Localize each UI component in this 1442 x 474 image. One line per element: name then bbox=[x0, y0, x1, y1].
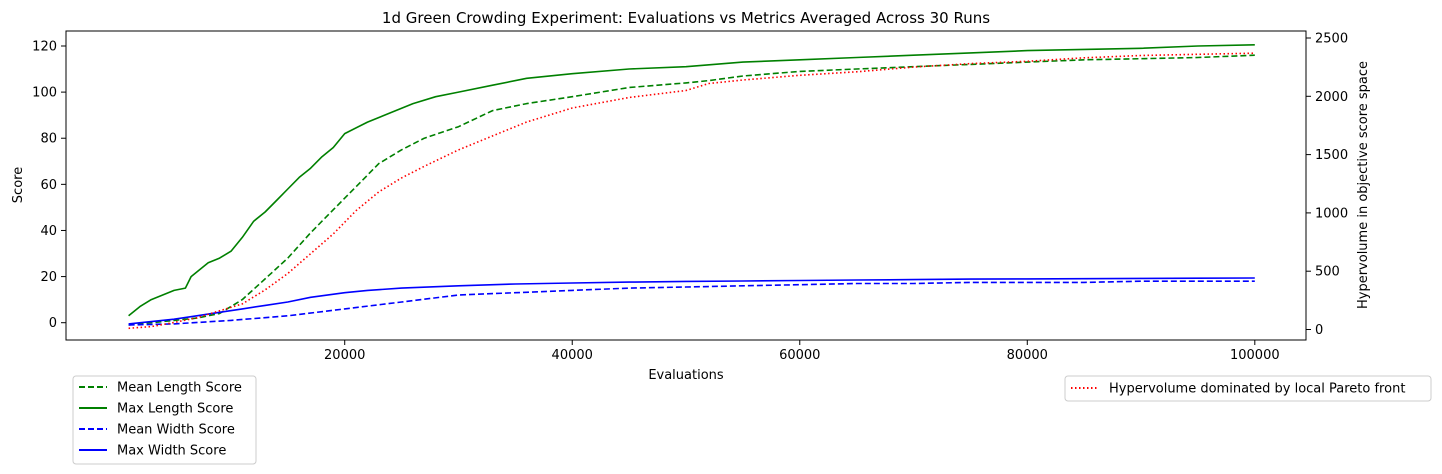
y-tick-label: 60 bbox=[40, 178, 57, 193]
y-right-axis-label: Hypervolume in objective score space bbox=[1356, 61, 1371, 309]
legend-label-hypervolume: Hypervolume dominated by local Pareto fr… bbox=[1109, 382, 1405, 397]
series-line-max-length-score bbox=[128, 44, 1255, 317]
series-line-hypervolume-dominated-by-local-pareto-front bbox=[128, 52, 1255, 330]
y-tick-label: 100 bbox=[32, 86, 57, 101]
y-right-tick-label: 2500 bbox=[1315, 31, 1348, 46]
y-right-axis-ticks: 0 500 1000 1500 2000 2500 bbox=[1306, 31, 1348, 338]
series-line-mean-length-score bbox=[128, 54, 1255, 326]
x-tick-label: 60000 bbox=[779, 348, 820, 363]
chart-title: 1d Green Crowding Experiment: Evaluation… bbox=[382, 9, 990, 27]
series-line-max-width-score bbox=[128, 277, 1255, 325]
series-line-mean-width-score bbox=[128, 280, 1255, 326]
plot-area bbox=[65, 30, 1307, 341]
y-tick-label: 40 bbox=[40, 224, 57, 239]
y-tick-label: 120 bbox=[32, 39, 57, 54]
y-tick-label: 80 bbox=[40, 132, 57, 147]
y-axis-ticks: 0 20 40 60 80 100 120 bbox=[32, 39, 66, 331]
y-right-tick-label: 1500 bbox=[1315, 148, 1348, 163]
legend-label-mean-length: Mean Length Score bbox=[117, 381, 242, 396]
x-axis-label: Evaluations bbox=[648, 368, 724, 383]
y-right-tick-label: 2000 bbox=[1315, 90, 1348, 105]
legend-right-frame bbox=[1064, 375, 1432, 402]
x-tick-label: 100000 bbox=[1230, 348, 1280, 363]
legend-left: Mean Length Score Max Length Score Mean … bbox=[72, 375, 257, 465]
x-axis-ticks: 20000 40000 60000 80000 100000 bbox=[324, 340, 1280, 363]
legend-label-max-width: Max Width Score bbox=[117, 444, 226, 459]
legend-label-mean-width: Mean Width Score bbox=[117, 423, 235, 438]
y-right-tick-label: 0 bbox=[1315, 323, 1323, 338]
y-right-tick-label: 500 bbox=[1315, 265, 1340, 280]
legend-label-max-length: Max Length Score bbox=[117, 402, 233, 417]
legend-right: Hypervolume dominated by local Pareto fr… bbox=[1064, 375, 1432, 402]
x-tick-label: 40000 bbox=[552, 348, 593, 363]
y-tick-label: 0 bbox=[49, 316, 57, 331]
y-right-tick-label: 1000 bbox=[1315, 206, 1348, 221]
y-axis-label: Score bbox=[11, 167, 26, 203]
legend-left-frame bbox=[72, 375, 257, 465]
x-tick-label: 80000 bbox=[1007, 348, 1048, 363]
y-tick-label: 20 bbox=[40, 270, 57, 285]
series-layer bbox=[128, 44, 1255, 330]
x-tick-label: 20000 bbox=[324, 348, 365, 363]
